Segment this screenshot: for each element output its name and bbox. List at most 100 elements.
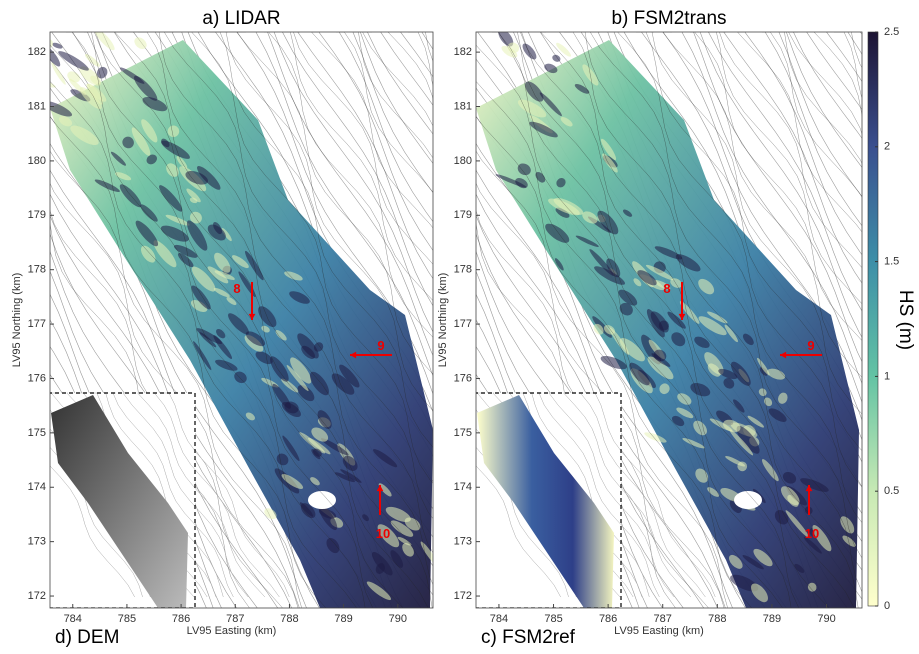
contour-line (681, 32, 862, 385)
snow-drift (495, 174, 527, 188)
x-tick-label: 784 (64, 613, 82, 625)
y-tick-label: 176 (28, 372, 46, 384)
contour-line (476, 142, 733, 608)
contour-line (589, 32, 862, 524)
snow-drift (758, 388, 767, 397)
snow-drift (498, 32, 514, 47)
snow-drift (326, 538, 340, 554)
inset-label: d) DEM (55, 627, 119, 648)
inset-label: c) FSM2ref (481, 627, 576, 648)
snow-drift (141, 119, 158, 143)
snow-drift (214, 252, 231, 273)
y-tick-label: 182 (28, 46, 46, 58)
inset-border (50, 392, 196, 608)
snow-drift (600, 356, 628, 370)
snow-drift (723, 419, 741, 433)
y-tick-label: 180 (454, 155, 472, 167)
snow-drift (131, 127, 151, 156)
contour-line (617, 32, 862, 488)
snow-drift (190, 299, 208, 313)
snow-drift (659, 383, 670, 395)
snow-drift (629, 362, 650, 386)
snow-drift (753, 548, 773, 567)
snow-drift (193, 341, 212, 371)
snow-drift (331, 373, 355, 395)
x-tick-label: 788 (708, 613, 726, 625)
snow-drift (637, 270, 657, 286)
contour-line (264, 32, 433, 338)
contour-line (362, 32, 433, 127)
contour-line (318, 32, 433, 252)
contour-line (50, 222, 250, 608)
contour-line (699, 32, 862, 338)
snow-drift (724, 324, 738, 343)
snow-drift (255, 351, 273, 365)
x-tick-label: 790 (817, 613, 835, 625)
x-tick-label: 788 (280, 613, 298, 625)
snow-drift (385, 506, 411, 522)
contour-line (785, 32, 862, 168)
y-tick-label: 182 (454, 46, 472, 58)
snow-drift (644, 432, 667, 443)
x-tick-label: 785 (118, 613, 136, 625)
snow-drift (420, 541, 433, 565)
contour-line (354, 32, 433, 159)
snow-drift (234, 371, 247, 384)
snow-drift (173, 244, 198, 258)
contour-line (156, 32, 433, 554)
snow-drift (556, 42, 571, 57)
contour-line (367, 32, 433, 135)
snow-drift (593, 323, 604, 335)
snow-drift (767, 368, 786, 380)
snow-drift (90, 75, 101, 85)
y-axis-label: LV95 Northing (km) (11, 273, 23, 368)
snow-drift (264, 508, 277, 520)
contour-line (225, 32, 433, 412)
snow-drift (115, 172, 132, 181)
inset-contour (122, 392, 249, 598)
snow-drift (633, 278, 642, 287)
snow-drift (757, 357, 770, 376)
colorbar-tick-label: 2 (884, 141, 890, 153)
snow-drift (619, 302, 633, 316)
y-tick-label: 172 (28, 590, 46, 602)
inset-border (476, 392, 622, 608)
snow-drift (226, 297, 237, 306)
inset-contour (152, 392, 280, 598)
y-tick-label: 172 (454, 590, 472, 602)
snow-drift (191, 266, 216, 292)
snow-drift (529, 121, 558, 138)
snow-drift (785, 510, 809, 538)
snow-drift (676, 407, 694, 419)
contour-line (50, 44, 366, 608)
contour-line (719, 32, 862, 269)
snow-drift (764, 397, 773, 407)
inset-contour (538, 392, 660, 598)
contour-line (764, 32, 862, 227)
snow-drift (22, 61, 52, 96)
marker-arrowhead (248, 313, 256, 320)
marker-label: 8 (233, 281, 240, 296)
x-tick-label: 786 (172, 613, 190, 625)
snow-drift (695, 468, 709, 483)
snow-drift (191, 285, 211, 310)
contour-line (510, 32, 830, 608)
contour-line (236, 32, 433, 375)
contour-line (50, 116, 327, 608)
y-axis-label: LV95 Northing (km) (437, 273, 449, 368)
snow-drift (309, 371, 329, 396)
snow-drift (704, 352, 724, 375)
snow-drift (606, 258, 621, 278)
snow-drift (560, 116, 573, 127)
inset-area (51, 395, 188, 608)
snow-drift (311, 427, 329, 442)
contour-line (778, 32, 862, 198)
snow-drift (297, 385, 315, 402)
snow-drift (544, 63, 558, 74)
snow-drift (812, 525, 832, 552)
snow-drift (679, 301, 700, 324)
contour-line (50, 182, 299, 608)
snow-drift (555, 207, 570, 218)
contour-line (492, 32, 800, 608)
snow-drift (736, 425, 760, 454)
